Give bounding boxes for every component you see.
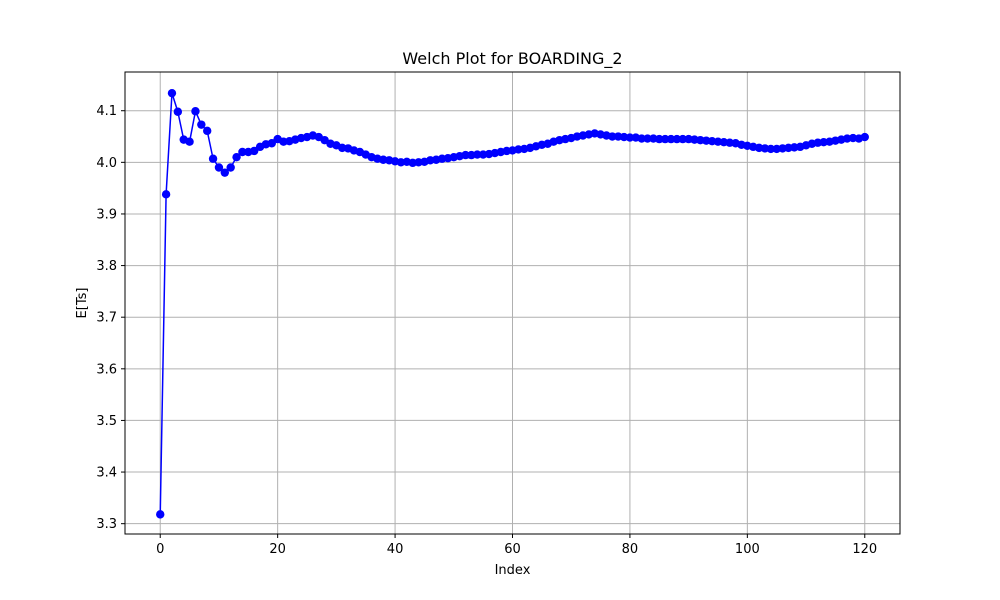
data-point xyxy=(214,163,224,172)
data-point xyxy=(643,134,652,143)
y-tick-label: 3.7 xyxy=(96,311,117,326)
tick-layer: 0 20 40 60 80 100 120 3.3 3.4 3.5 3.6 3.7 3.8 3.9 4.0 4… xyxy=(96,104,877,557)
data-point xyxy=(203,126,212,136)
data-point xyxy=(156,510,165,519)
data-point xyxy=(167,88,177,98)
data-point xyxy=(220,168,230,177)
y-tick-label: 3.4 xyxy=(96,466,117,481)
data-point xyxy=(461,150,470,160)
x-tick-label: 0 xyxy=(156,542,164,557)
data-point xyxy=(860,132,869,142)
y-tick-label: 3.5 xyxy=(96,414,117,429)
data-point xyxy=(191,107,200,116)
data-point xyxy=(161,190,171,199)
data-point xyxy=(660,134,670,144)
y-tick-label: 3.3 xyxy=(96,517,117,532)
data-point xyxy=(197,120,206,129)
y-axis-label: E[Ts] xyxy=(75,288,90,319)
data-point xyxy=(208,154,218,163)
data-point xyxy=(766,144,776,154)
data-point xyxy=(655,134,664,144)
data-point xyxy=(249,146,259,156)
x-tick-label: 60 xyxy=(504,542,521,557)
data-point xyxy=(232,152,241,162)
x-tick-label: 80 xyxy=(622,542,639,557)
data-point xyxy=(185,137,194,146)
x-tick-label: 120 xyxy=(852,542,877,557)
y-tick-label: 4.1 xyxy=(96,104,117,119)
data-point xyxy=(238,147,247,157)
data-point xyxy=(267,139,276,148)
data-point xyxy=(678,134,687,144)
y-tick-label: 3.9 xyxy=(96,207,117,222)
x-axis-label: Index xyxy=(495,563,531,578)
data-point xyxy=(473,150,482,159)
chart-title: Welch Plot for BOARDING_2 xyxy=(402,49,622,69)
data-point xyxy=(173,107,183,116)
data-point xyxy=(672,134,682,144)
y-tick-label: 3.8 xyxy=(96,259,117,274)
y-tick-label: 3.6 xyxy=(96,362,117,377)
x-tick-label: 40 xyxy=(387,542,404,557)
x-tick-label: 20 xyxy=(269,542,286,557)
data-point xyxy=(226,163,235,172)
data-point xyxy=(625,133,635,142)
series-layer xyxy=(156,88,869,519)
data-point xyxy=(666,134,676,144)
y-tick-label: 4.0 xyxy=(96,156,117,171)
data-point xyxy=(637,134,646,143)
x-tick-label: 100 xyxy=(735,542,760,557)
data-point xyxy=(608,132,617,141)
